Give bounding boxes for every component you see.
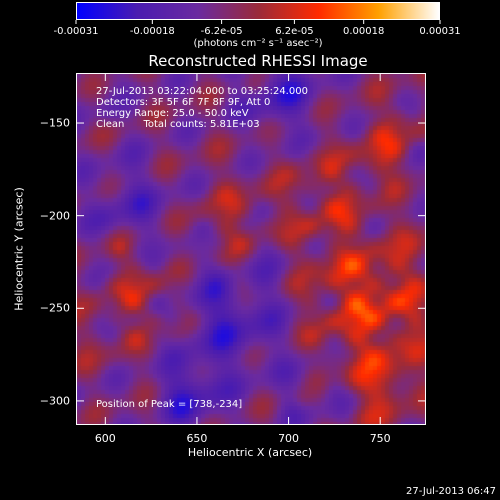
y-tick-label: −150 xyxy=(39,116,70,130)
info-energy: Energy Range: 25.0 - 50.0 keV xyxy=(96,108,249,119)
colorbar-tick-label: 0.00031 xyxy=(419,26,461,37)
colorbar-unit-label: (photons cm⁻² s⁻¹ asec⁻²) xyxy=(193,38,323,49)
chart-title: Reconstructed RHESSI Image xyxy=(148,52,368,70)
y-tick-label: −250 xyxy=(39,301,70,315)
colorbar-tick-label: -0.00018 xyxy=(129,26,175,37)
y-tick-label: −300 xyxy=(39,394,70,408)
x-tick-label: 600 xyxy=(94,432,116,445)
x-tick-label: 700 xyxy=(278,432,300,445)
info-clean: Clean Total counts: 5.81E+03 xyxy=(96,119,260,130)
colorbar-tick-label: -0.00031 xyxy=(53,26,99,37)
colorbar-tick-label: -6.2e-05 xyxy=(200,26,243,37)
colorbar xyxy=(76,2,440,20)
colorbar-tick-label: 6.2e-05 xyxy=(275,26,314,37)
y-axis-label: Heliocentric Y (arcsec) xyxy=(12,187,26,311)
info-detectors: Detectors: 3F 5F 6F 7F 8F 9F, Att 0 xyxy=(96,97,271,108)
y-tick-label: −200 xyxy=(39,209,70,223)
info-time-range: 27-Jul-2013 03:22:04.000 to 03:25:24.000 xyxy=(96,86,308,97)
x-tick-label: 750 xyxy=(369,432,391,445)
x-axis-label: Heliocentric X (arcsec) xyxy=(187,446,313,459)
timestamp: 27-Jul-2013 06:47 xyxy=(405,486,496,497)
peak-position-label: Position of Peak = [738,-234] xyxy=(96,399,243,410)
colorbar-tick-label: 0.00018 xyxy=(342,26,385,37)
plot-area: 27-Jul-2013 03:22:04.000 to 03:25:24.000… xyxy=(76,73,426,425)
x-tick-label: 650 xyxy=(186,432,208,445)
heatmap-image xyxy=(77,74,425,424)
